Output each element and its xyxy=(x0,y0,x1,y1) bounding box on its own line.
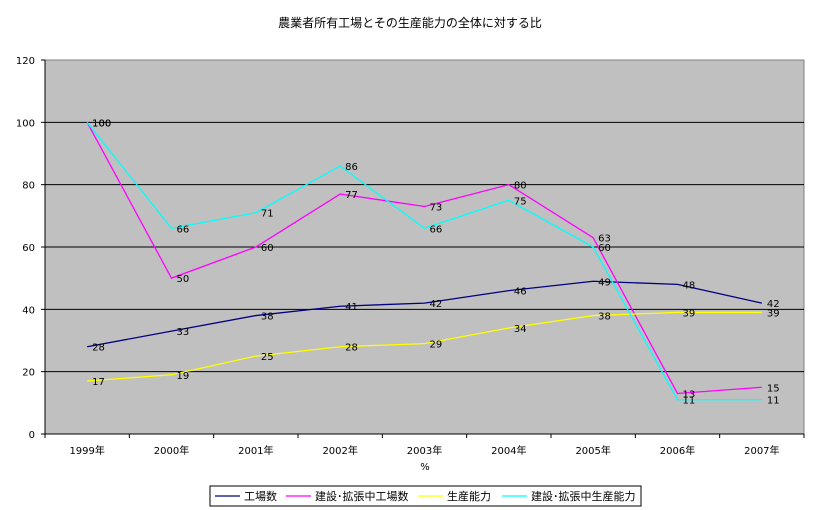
legend-label: 生産能力 xyxy=(447,489,491,503)
series-line-2 xyxy=(87,311,762,382)
data-label: 75 xyxy=(514,196,527,207)
y-tick-label: 80 xyxy=(22,181,35,192)
data-label: 38 xyxy=(598,312,611,323)
x-axis-label: % xyxy=(420,462,430,473)
y-tick-label: 100 xyxy=(16,118,35,129)
data-label: 29 xyxy=(430,340,443,351)
y-tick-label: 40 xyxy=(22,305,35,316)
x-tick-label: 2007年 xyxy=(744,444,779,457)
x-tick-label: 2001年 xyxy=(238,444,273,457)
data-label: 66 xyxy=(430,224,443,235)
data-label: 80 xyxy=(514,181,527,192)
data-label: 19 xyxy=(177,371,190,382)
chart-title: 農業者所有工場とその生産能力の全体に対する比 xyxy=(278,15,542,30)
data-label: 38 xyxy=(261,312,274,323)
series-line-0 xyxy=(87,280,762,348)
series-line-3 xyxy=(86,121,762,401)
data-label: 86 xyxy=(345,162,358,173)
x-tick-label: 2005年 xyxy=(575,444,610,457)
legend-label: 工場数 xyxy=(244,490,277,503)
x-tick-label: 2000年 xyxy=(154,444,189,457)
series-line-1 xyxy=(86,122,762,395)
data-label: 25 xyxy=(261,352,274,363)
legend-label: 建設･拡張中生産能力 xyxy=(531,489,636,503)
data-label: 28 xyxy=(345,343,358,354)
data-label: 33 xyxy=(177,327,190,338)
data-label: 11 xyxy=(767,396,780,407)
data-label: 100 xyxy=(92,118,111,129)
data-label: 13 xyxy=(683,389,696,400)
legend-label: 建設･拡張中工場数 xyxy=(315,489,409,503)
data-label: 100 xyxy=(92,118,111,129)
data-label: 11 xyxy=(683,396,696,407)
y-tick-label: 120 xyxy=(16,56,35,67)
data-label: 15 xyxy=(767,383,780,394)
data-label: 66 xyxy=(177,224,190,235)
x-tick-label: 2004年 xyxy=(491,444,526,457)
data-label: 39 xyxy=(767,308,780,319)
y-tick-label: 0 xyxy=(29,430,35,441)
x-tick-label: 2002年 xyxy=(322,444,357,457)
data-label: 34 xyxy=(514,324,527,335)
data-label: 42 xyxy=(767,299,780,310)
data-label: 60 xyxy=(261,243,274,254)
data-label: 46 xyxy=(514,287,527,298)
data-label: 50 xyxy=(177,274,190,285)
data-label: 77 xyxy=(345,190,358,201)
x-tick-label: 1999年 xyxy=(69,444,104,457)
data-label: 28 xyxy=(92,343,105,354)
data-label: 48 xyxy=(683,280,696,291)
y-tick-label: 60 xyxy=(22,243,35,254)
x-tick-label: 2006年 xyxy=(660,444,695,457)
data-label: 39 xyxy=(683,308,696,319)
data-label: 17 xyxy=(92,377,105,388)
data-label: 60 xyxy=(598,243,611,254)
data-label: 49 xyxy=(598,277,611,288)
data-label: 73 xyxy=(430,202,443,213)
data-label: 41 xyxy=(345,302,358,313)
data-label: 63 xyxy=(598,234,611,245)
data-label: 42 xyxy=(430,299,443,310)
data-label: 71 xyxy=(261,209,274,220)
x-tick-label: 2003年 xyxy=(407,444,442,457)
y-tick-label: 20 xyxy=(22,368,35,379)
